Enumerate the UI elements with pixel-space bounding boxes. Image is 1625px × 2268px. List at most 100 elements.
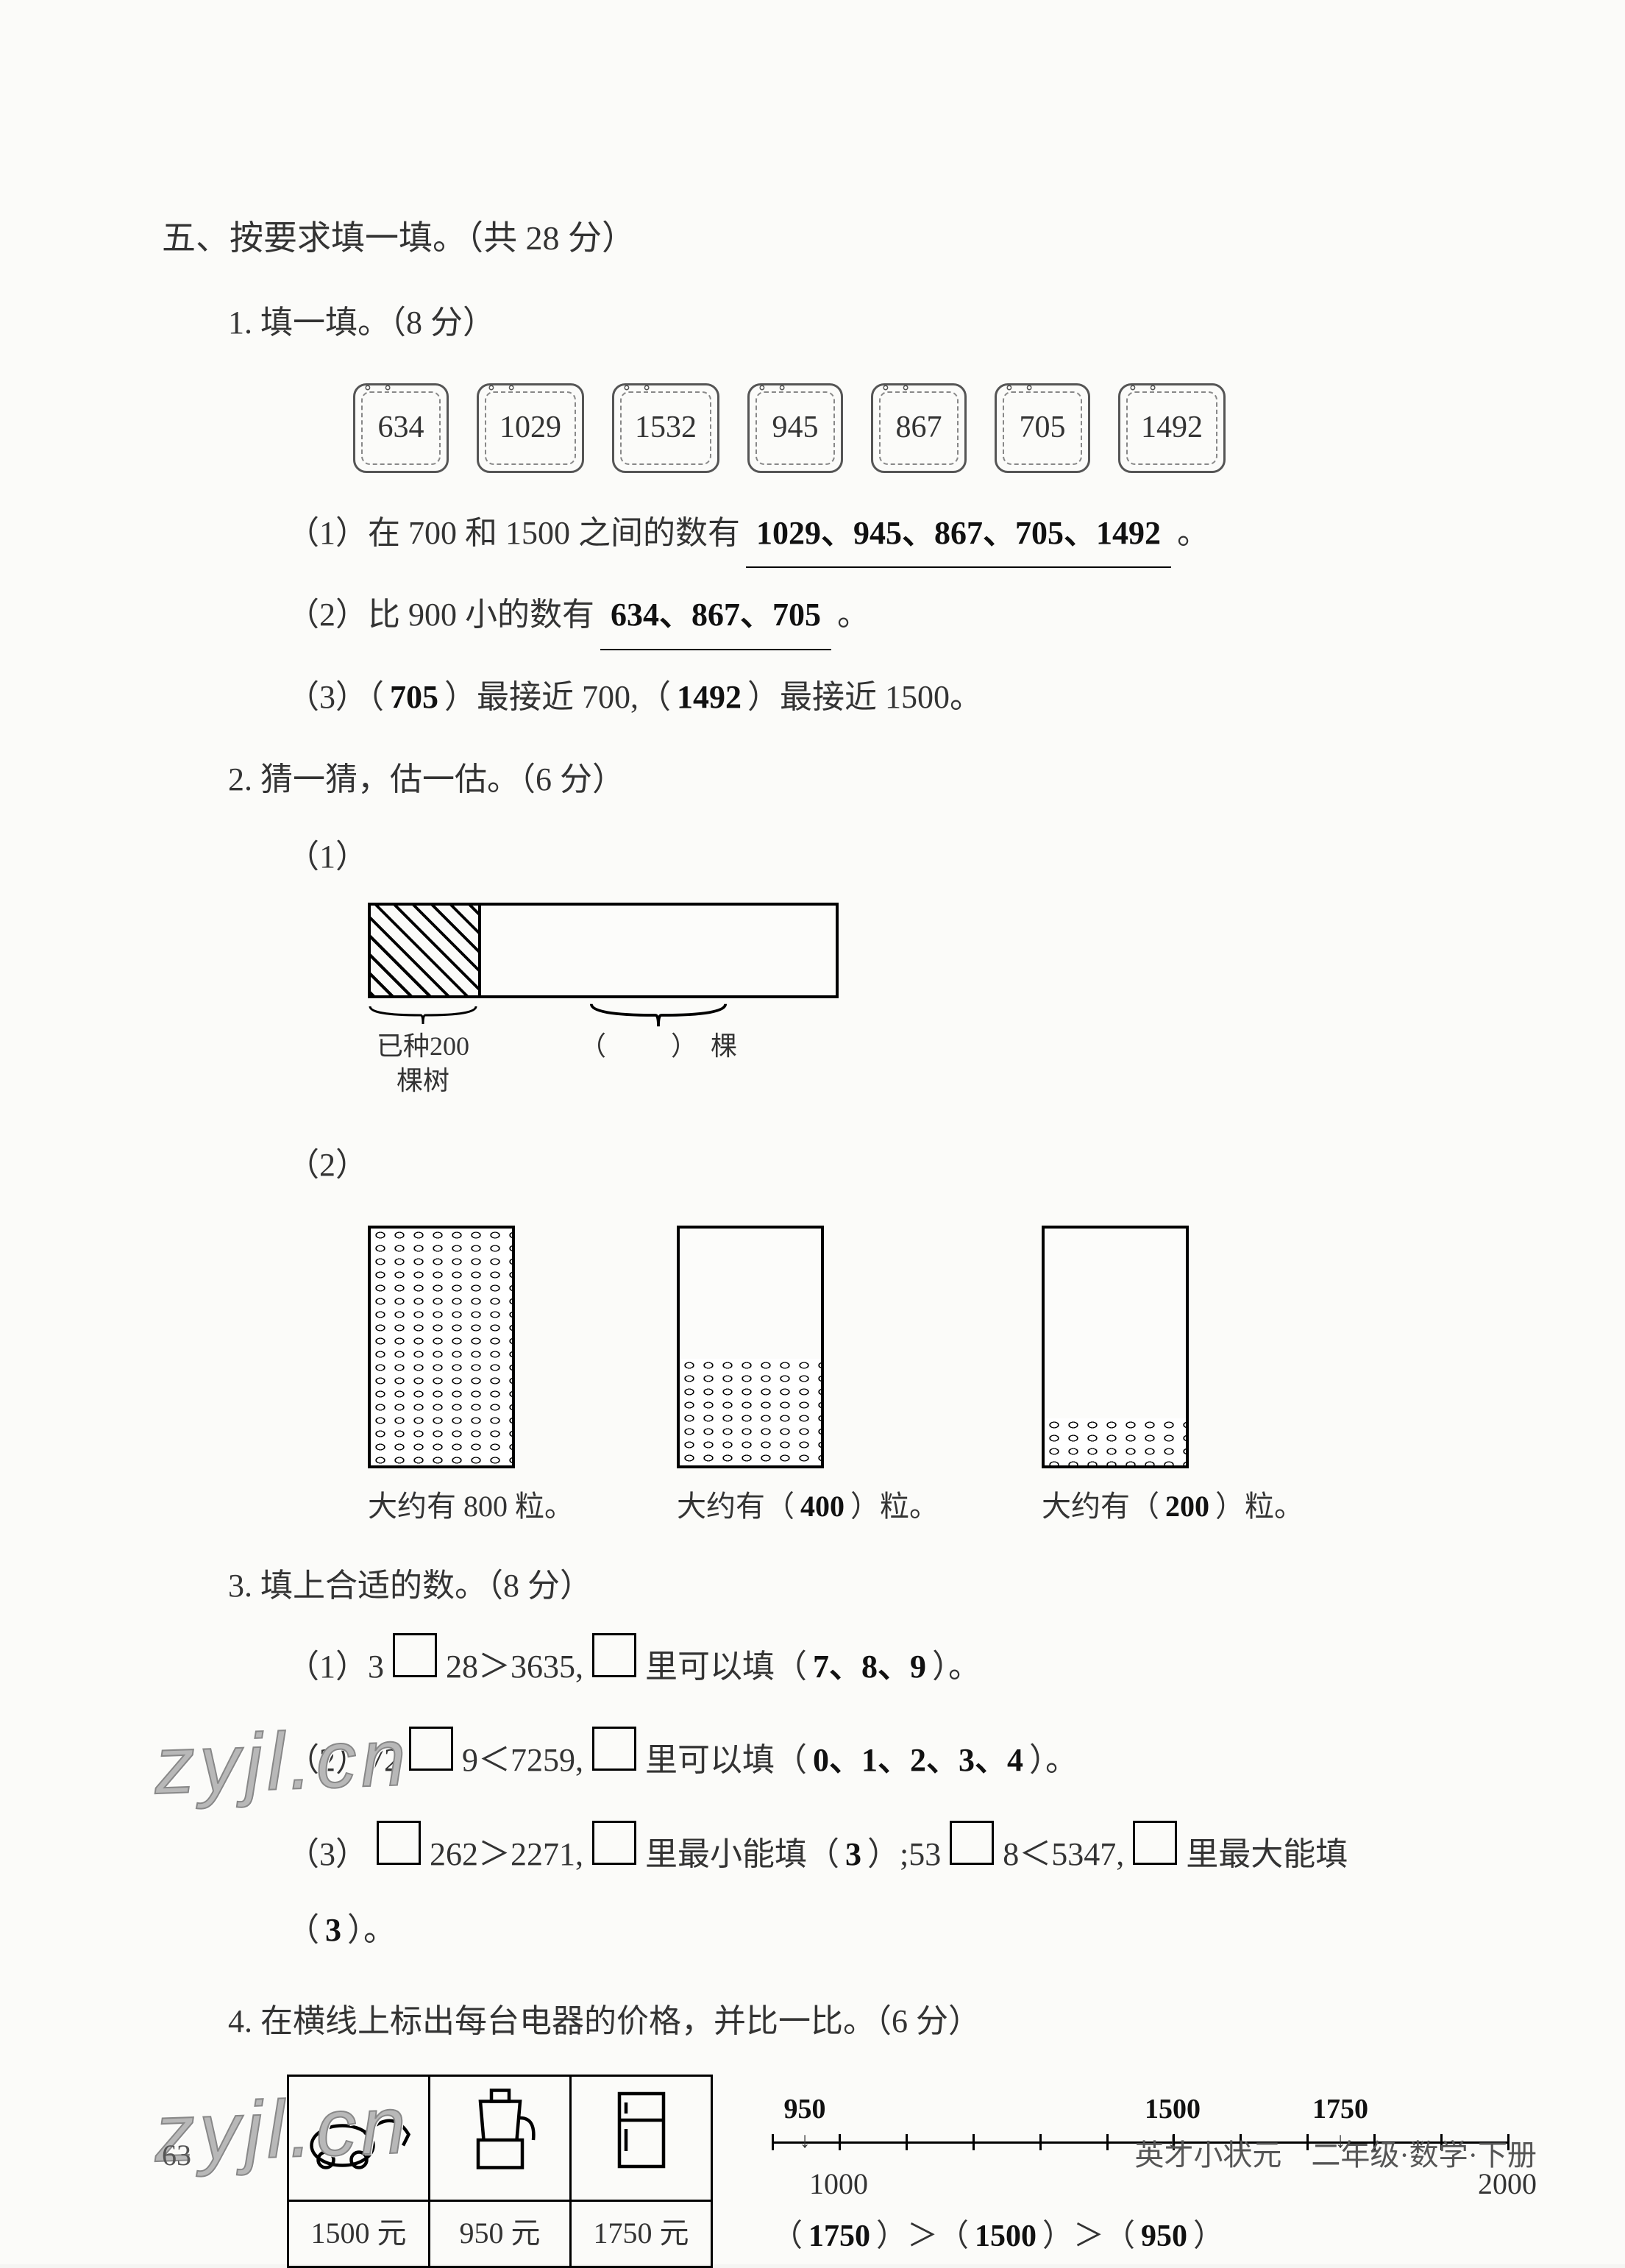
- digit-box: [592, 1821, 636, 1865]
- q1-sub1: （1）在 700 和 1500 之间的数有 1029、945、867、705、1…: [287, 502, 1507, 569]
- q1-sub2-answer: 634、867、705: [600, 584, 831, 650]
- q1-sub1-answer: 1029、945、867、705、1492: [746, 502, 1171, 569]
- q3-line3b: （ 3 ）。: [287, 1899, 1507, 1961]
- q1-sub2-suffix: 。: [837, 584, 870, 646]
- compare-v2: 1500: [975, 2208, 1036, 2267]
- q1-sub3-ans2: 1492: [677, 666, 742, 728]
- q1-title: 1. 填一填。（8 分）: [228, 292, 1507, 354]
- text: ）: [1193, 2208, 1224, 2267]
- digit-box: [409, 1727, 453, 1771]
- text: 262＞2271,: [430, 1824, 583, 1885]
- card-value: 1532: [635, 410, 697, 444]
- q2-sub1-label: （1）: [287, 826, 1507, 888]
- price-cell: 1750 元: [571, 2200, 712, 2267]
- number-card: ∘ ∘1532: [612, 383, 719, 473]
- text: （3）（: [287, 666, 384, 728]
- q3-line1: （1）3 28＞3635, 里可以填（ 7、8、9 ）。: [287, 1633, 1507, 1698]
- jar3-answer: 200: [1165, 1479, 1209, 1535]
- digit-box: [950, 1821, 994, 1865]
- jar2-answer: 400: [800, 1479, 844, 1535]
- bar-left-line1: 已种200: [368, 1029, 478, 1064]
- text: ）。: [932, 1636, 981, 1698]
- q2-jars: 大约有 800 粒。 大约有（ 400 ）粒。 大约有（ 200 ）粒。: [368, 1226, 1507, 1535]
- card-value: 705: [1020, 410, 1066, 444]
- text: 9＜7259,: [462, 1730, 583, 1791]
- q3-line2: （2）72 9＜7259, 里可以填（ 0、1、2、3、4 ）。: [287, 1727, 1507, 1791]
- card-value: 1029: [499, 410, 561, 444]
- section-heading: 五、按要求填一填。（共 28 分）: [162, 206, 1507, 270]
- q3-title: 3. 填上合适的数。（8 分）: [228, 1555, 1507, 1617]
- text: 8＜5347,: [1003, 1824, 1124, 1885]
- jar-quarter: [1042, 1226, 1189, 1468]
- card-value: 867: [896, 410, 942, 444]
- text: 里可以填（: [645, 1636, 807, 1698]
- text: （: [287, 1899, 319, 1961]
- q1-sub3: （3）（ 705 ）最接近 700,（ 1492 ）最接近 1500。: [287, 666, 1507, 728]
- jar-half: [677, 1226, 824, 1468]
- text: ）;53: [867, 1824, 941, 1885]
- text: 里最大能填: [1186, 1824, 1348, 1885]
- jar2-caption: 大约有（ 400 ）粒。: [677, 1479, 939, 1535]
- digit-box: [592, 1727, 636, 1771]
- number-card: ∘ ∘1492: [1118, 383, 1226, 473]
- brace-left: 已种200 棵树: [368, 1001, 478, 1098]
- text: 里可以填（: [645, 1730, 807, 1791]
- jar3-caption: 大约有（ 200 ）粒。: [1042, 1479, 1304, 1535]
- footer-right: 英才小状元 二年级·数学·下册: [1134, 2127, 1537, 2183]
- text: 大约有（: [677, 1479, 794, 1535]
- digit-box: [592, 1633, 636, 1677]
- page-number: 63: [162, 2127, 191, 2183]
- number-card: ∘ ∘1029: [477, 383, 584, 473]
- q1-sub3-ans1: 705: [390, 666, 438, 728]
- text: ）粒。: [1215, 1479, 1304, 1535]
- q3-l3-ans1: 3: [845, 1824, 861, 1885]
- jar-full: [368, 1226, 515, 1468]
- text: 里最小能填（: [645, 1824, 839, 1885]
- number-card: ∘ ∘867: [871, 383, 967, 473]
- card-value: 634: [378, 410, 424, 444]
- text: （: [772, 2208, 803, 2267]
- number-card: ∘ ∘634: [353, 383, 449, 473]
- text: ）。: [347, 1899, 396, 1961]
- text: 28＞3635,: [446, 1636, 583, 1698]
- jar1-caption: 大约有 800 粒。: [368, 1479, 574, 1535]
- text: ）。: [1029, 1730, 1078, 1791]
- text: ）＞（: [876, 2208, 969, 2267]
- q3-l2-answer: 0、1、2、3、4: [813, 1730, 1023, 1791]
- q3-l3-ans2: 3: [325, 1899, 341, 1961]
- q3-line3: （3） 262＞2271, 里最小能填（ 3 ）;53 8＜5347, 里最大能…: [287, 1821, 1507, 1885]
- q1-sub1-prefix: （1）在 700 和 1500 之间的数有: [287, 502, 740, 564]
- q2-title: 2. 猜一猜，估一估。（6 分）: [228, 749, 1507, 811]
- text: ）最接近 1500。: [747, 666, 982, 728]
- q2-bar-diagram: 已种200 棵树 （ ） 棵: [368, 903, 1507, 1098]
- brace-right: （ ） 棵: [478, 1001, 839, 1098]
- bar-planted-segment: [371, 906, 481, 995]
- q2-sub1-blank: [612, 1029, 665, 1064]
- compare-v3: 950: [1141, 2208, 1187, 2267]
- digit-box: [393, 1633, 437, 1677]
- text: 大约有（: [1042, 1479, 1159, 1535]
- q1-sub1-suffix: 。: [1177, 502, 1209, 564]
- q3-l1-answer: 7、8、9: [813, 1636, 926, 1698]
- card-value: 945: [772, 410, 819, 444]
- watermark: zyjl.cn: [152, 1680, 413, 1843]
- compare-v1: 1750: [808, 2208, 870, 2267]
- q4-title: 4. 在横线上标出每台电器的价格，并比一比。（6 分）: [228, 1991, 1507, 2052]
- text: ） 棵: [671, 1029, 737, 1064]
- number-card: ∘ ∘945: [747, 383, 843, 473]
- worksheet-page: 五、按要求填一填。（共 28 分） 1. 填一填。（8 分） ∘ ∘634 ∘ …: [0, 0, 1625, 2264]
- q4-compare: （ 1750 ）＞（ 1500 ）＞（ 950 ）: [772, 2208, 1507, 2267]
- digit-box: [1133, 1821, 1177, 1865]
- bar-left-line2: 棵树: [368, 1064, 478, 1098]
- text: ）粒。: [850, 1479, 939, 1535]
- q1-number-cards: ∘ ∘634 ∘ ∘1029 ∘ ∘1532 ∘ ∘945 ∘ ∘867 ∘ ∘…: [353, 383, 1507, 473]
- q2-sub2-label: （2）: [287, 1134, 1507, 1196]
- page-footer: 63 英才小状元 二年级·数学·下册: [162, 2127, 1537, 2183]
- text: ）最接近 700,（: [444, 666, 671, 728]
- q1-sub2: （2）比 900 小的数有 634、867、705 。: [287, 584, 1507, 650]
- number-card: ∘ ∘705: [995, 383, 1090, 473]
- text: （: [580, 1029, 606, 1064]
- card-value: 1492: [1141, 410, 1203, 444]
- q1-sub2-prefix: （2）比 900 小的数有: [287, 584, 594, 646]
- price-cell: 1500 元: [288, 2200, 430, 2267]
